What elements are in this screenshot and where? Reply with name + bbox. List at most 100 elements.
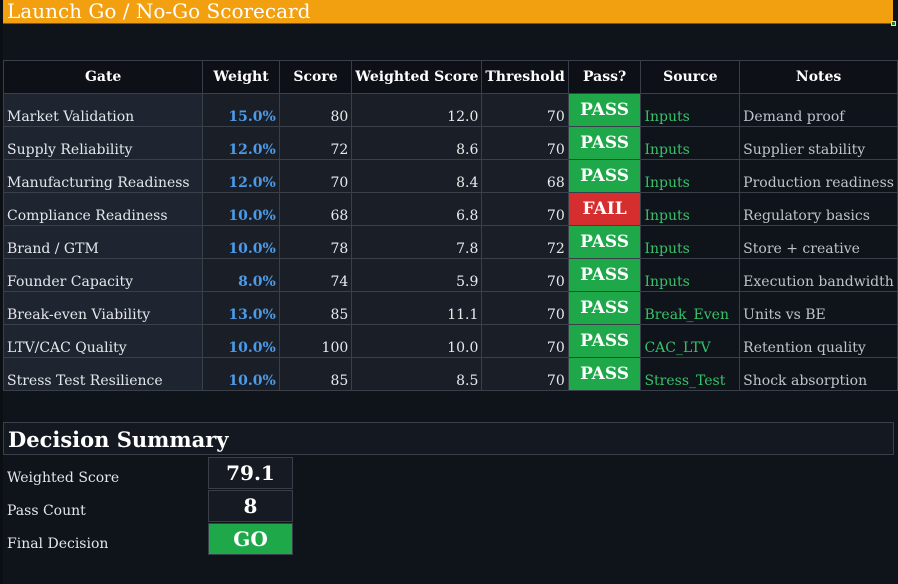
weight-cell[interactable]: 15.0% xyxy=(202,93,280,127)
weight-cell[interactable]: 13.0% xyxy=(202,291,280,325)
gate-cell[interactable]: Manufacturing Readiness xyxy=(2,159,204,193)
decision-summary-heading[interactable]: Decision Summary xyxy=(3,422,894,455)
source-cell[interactable]: Inputs xyxy=(640,258,741,292)
score-cell[interactable]: 100 xyxy=(278,324,353,358)
column-header-notes[interactable]: Notes xyxy=(739,60,898,94)
gate-cell[interactable]: Supply Reliability xyxy=(2,126,204,160)
pass-status-cell[interactable]: PASS xyxy=(567,159,642,193)
weight-cell[interactable]: 12.0% xyxy=(202,126,280,160)
weighted-score-value[interactable]: 79.1 xyxy=(208,457,293,489)
weighted-score-cell[interactable]: 5.9 xyxy=(351,258,483,292)
weighted-score-cell[interactable]: 6.8 xyxy=(351,192,483,226)
table-row: Market Validation 15.0% 80 12.0 70 PASS … xyxy=(2,93,898,127)
table-row: Stress Test Resilience 10.0% 85 8.5 70 P… xyxy=(2,357,898,391)
weight-cell[interactable]: 12.0% xyxy=(202,159,280,193)
threshold-cell[interactable]: 70 xyxy=(481,93,569,127)
weighted-score-cell[interactable]: 8.5 xyxy=(351,357,483,391)
final-decision-value[interactable]: GO xyxy=(208,523,293,555)
pass-status-cell[interactable]: PASS xyxy=(567,291,642,325)
weighted-score-cell[interactable]: 10.0 xyxy=(351,324,483,358)
notes-cell[interactable]: Units vs BE xyxy=(739,291,898,325)
pass-status-cell[interactable]: PASS xyxy=(567,258,642,292)
column-header-weight[interactable]: Weight xyxy=(202,60,280,94)
table-row: Manufacturing Readiness 12.0% 70 8.4 68 … xyxy=(2,159,898,193)
sheet-title-banner[interactable]: Launch Go / No-Go Scorecard xyxy=(3,0,893,24)
notes-cell[interactable]: Execution bandwidth xyxy=(739,258,898,292)
weight-cell[interactable]: 10.0% xyxy=(202,225,280,259)
pass-count-value[interactable]: 8 xyxy=(208,490,293,522)
weighted-score-label[interactable]: Weighted Score xyxy=(7,470,120,486)
source-cell[interactable]: Break_Even xyxy=(640,291,741,325)
threshold-cell[interactable]: 68 xyxy=(481,159,569,193)
gate-cell[interactable]: Founder Capacity xyxy=(2,258,204,292)
threshold-cell[interactable]: 72 xyxy=(481,225,569,259)
column-header-gate[interactable]: Gate xyxy=(2,60,204,94)
weighted-score-cell[interactable]: 12.0 xyxy=(351,93,483,127)
column-header-threshold[interactable]: Threshold xyxy=(481,60,569,94)
gate-cell[interactable]: LTV/CAC Quality xyxy=(2,324,204,358)
pass-status-cell[interactable]: PASS xyxy=(567,126,642,160)
notes-cell[interactable]: Production readiness xyxy=(739,159,898,193)
header-row: Gate Weight Score Weighted Score Thresho… xyxy=(2,60,898,94)
score-cell[interactable]: 85 xyxy=(278,291,353,325)
gate-cell[interactable]: Compliance Readiness xyxy=(2,192,204,226)
row-header-gutter xyxy=(0,0,3,584)
score-cell[interactable]: 85 xyxy=(278,357,353,391)
threshold-cell[interactable]: 70 xyxy=(481,357,569,391)
column-header-weighted-score[interactable]: Weighted Score xyxy=(351,60,483,94)
final-decision-label[interactable]: Final Decision xyxy=(7,536,109,552)
score-cell[interactable]: 80 xyxy=(278,93,353,127)
source-cell[interactable]: Stress_Test xyxy=(640,357,741,391)
source-cell[interactable]: Inputs xyxy=(640,159,741,193)
weighted-score-cell[interactable]: 11.1 xyxy=(351,291,483,325)
pass-status-cell[interactable]: PASS xyxy=(567,225,642,259)
notes-cell[interactable]: Supplier stability xyxy=(739,126,898,160)
table-row: Brand / GTM 10.0% 78 7.8 72 PASS Inputs … xyxy=(2,225,898,259)
pass-status-cell[interactable]: PASS xyxy=(567,93,642,127)
table-row: Compliance Readiness 10.0% 68 6.8 70 FAI… xyxy=(2,192,898,226)
weighted-score-cell[interactable]: 8.6 xyxy=(351,126,483,160)
table-row: Break-even Viability 13.0% 85 11.1 70 PA… xyxy=(2,291,898,325)
threshold-cell[interactable]: 70 xyxy=(481,192,569,226)
gate-cell[interactable]: Market Validation xyxy=(2,93,204,127)
selection-fill-handle[interactable] xyxy=(891,21,896,26)
pass-status-cell[interactable]: PASS xyxy=(567,324,642,358)
column-header-source[interactable]: Source xyxy=(640,60,741,94)
column-header-score[interactable]: Score xyxy=(278,60,353,94)
source-cell[interactable]: CAC_LTV xyxy=(640,324,741,358)
gate-cell[interactable]: Brand / GTM xyxy=(2,225,204,259)
notes-cell[interactable]: Shock absorption xyxy=(739,357,898,391)
weighted-score-cell[interactable]: 8.4 xyxy=(351,159,483,193)
threshold-cell[interactable]: 70 xyxy=(481,291,569,325)
threshold-cell[interactable]: 70 xyxy=(481,126,569,160)
notes-cell[interactable]: Retention quality xyxy=(739,324,898,358)
scorecard-table: Gate Weight Score Weighted Score Thresho… xyxy=(2,60,898,391)
weight-cell[interactable]: 10.0% xyxy=(202,192,280,226)
score-cell[interactable]: 78 xyxy=(278,225,353,259)
source-cell[interactable]: Inputs xyxy=(640,192,741,226)
notes-cell[interactable]: Demand proof xyxy=(739,93,898,127)
score-cell[interactable]: 74 xyxy=(278,258,353,292)
source-cell[interactable]: Inputs xyxy=(640,225,741,259)
column-header-pass[interactable]: Pass? xyxy=(567,60,642,94)
weight-cell[interactable]: 10.0% xyxy=(202,357,280,391)
pass-count-label[interactable]: Pass Count xyxy=(7,503,86,519)
gate-cell[interactable]: Break-even Viability xyxy=(2,291,204,325)
threshold-cell[interactable]: 70 xyxy=(481,258,569,292)
notes-cell[interactable]: Store + creative xyxy=(739,225,898,259)
table-row: LTV/CAC Quality 10.0% 100 10.0 70 PASS C… xyxy=(2,324,898,358)
source-cell[interactable]: Inputs xyxy=(640,126,741,160)
notes-cell[interactable]: Regulatory basics xyxy=(739,192,898,226)
weighted-score-cell[interactable]: 7.8 xyxy=(351,225,483,259)
weight-cell[interactable]: 8.0% xyxy=(202,258,280,292)
threshold-cell[interactable]: 70 xyxy=(481,324,569,358)
gate-cell[interactable]: Stress Test Resilience xyxy=(2,357,204,391)
source-cell[interactable]: Inputs xyxy=(640,93,741,127)
fail-status-cell[interactable]: FAIL xyxy=(567,192,642,226)
weight-cell[interactable]: 10.0% xyxy=(202,324,280,358)
score-cell[interactable]: 70 xyxy=(278,159,353,193)
score-cell[interactable]: 68 xyxy=(278,192,353,226)
pass-status-cell[interactable]: PASS xyxy=(567,357,642,391)
table-row: Supply Reliability 12.0% 72 8.6 70 PASS … xyxy=(2,126,898,160)
score-cell[interactable]: 72 xyxy=(278,126,353,160)
